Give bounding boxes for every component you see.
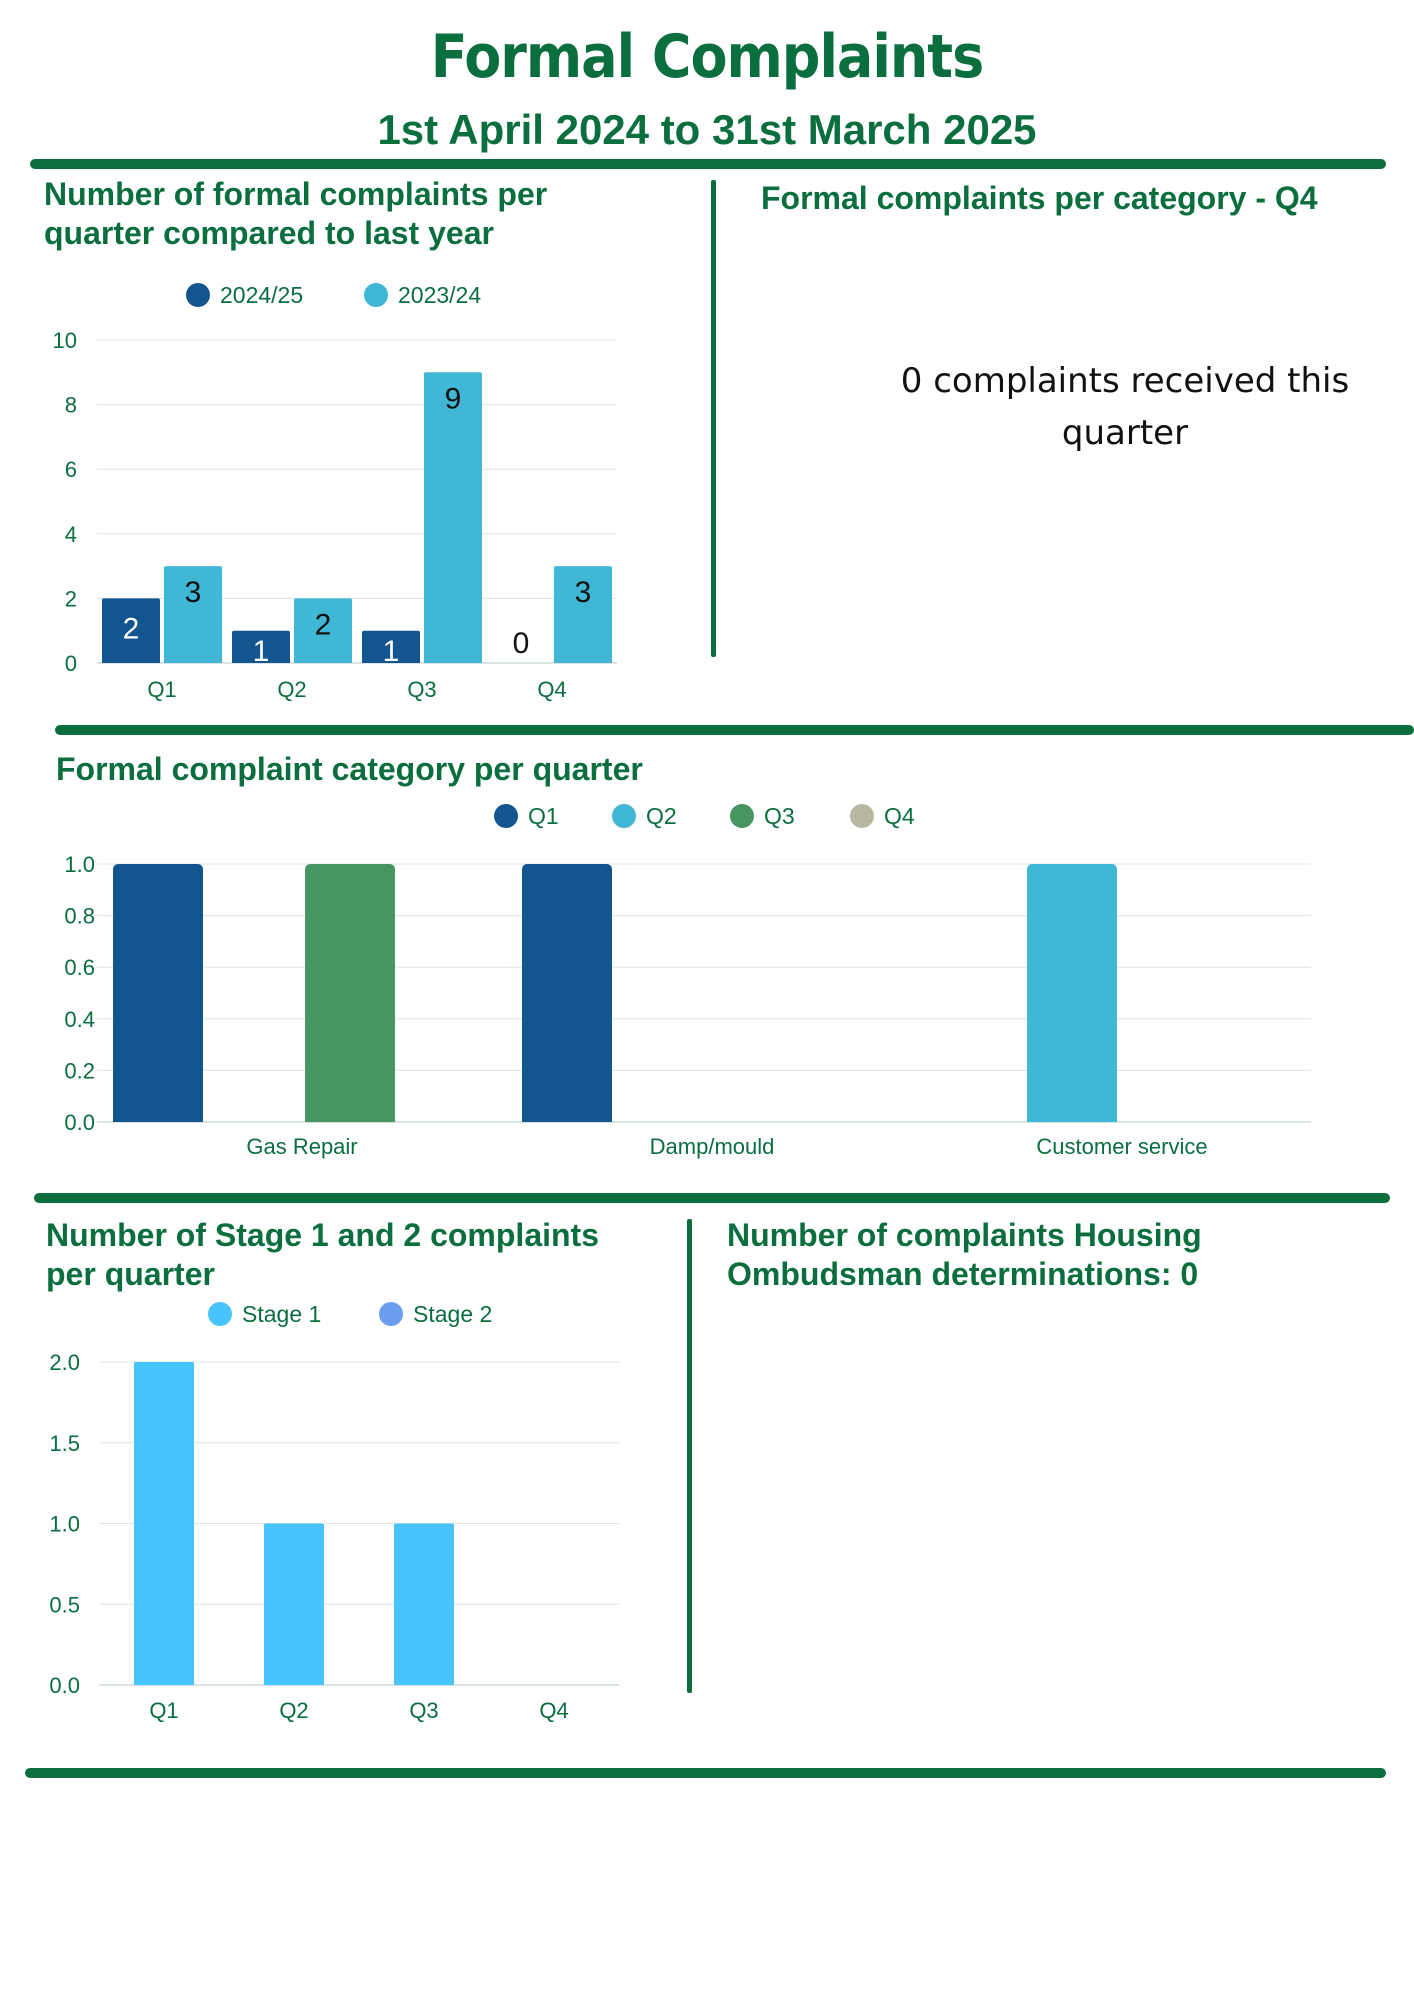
- data-label-q4-2023-24: 3: [575, 576, 592, 609]
- data-label-q3-2024-25: 1: [383, 635, 400, 668]
- category-q4-note-line1: 0 complaints received this: [900, 361, 1350, 401]
- category-q4-note-line2: quarter: [1061, 413, 1189, 453]
- x-tick-label: Q4: [539, 1698, 568, 1723]
- bar-q4-2023-24: [554, 566, 612, 663]
- legend-marker-q3: [730, 804, 754, 828]
- ombudsman-title: Number of complaints Housing Ombudsman d…: [727, 1216, 1202, 1294]
- data-label-q4-2024-25: 0: [513, 627, 530, 660]
- x-tick-label: Q2: [279, 1698, 308, 1723]
- quarterly-comparison-title-line2: quarter compared to last year: [44, 215, 494, 251]
- page-subtitle: 1st April 2024 to 31st March 2025: [377, 106, 1037, 153]
- legend-label-q1: Q1: [528, 803, 559, 829]
- category-q4-note: 0 complaints received this quarter: [860, 355, 1390, 459]
- bar-q3-stage-1: [394, 1523, 454, 1685]
- bar-q1-stage-1: [134, 1362, 194, 1685]
- divider-vertical-top: [711, 180, 716, 657]
- quarterly-comparison-title-line1: Number of formal complaints per: [44, 176, 548, 212]
- data-label-q3-2023-24: 9: [445, 382, 462, 415]
- data-label-q1-2024-25: 2: [123, 612, 140, 645]
- stage-complaints-title: Number of Stage 1 and 2 complaints per q…: [46, 1216, 599, 1294]
- bar-q1-2024-25: [102, 598, 160, 663]
- bar-q3-2024-25: [362, 630, 420, 663]
- divider-lower: [34, 1193, 1390, 1203]
- bar-damp-mould-q1: [522, 864, 612, 1122]
- y-tick-label: 10: [53, 328, 77, 353]
- data-label-q1-2023-24: 3: [185, 576, 202, 609]
- x-tick-label: Q3: [409, 1698, 438, 1723]
- x-tick-label: Gas Repair: [246, 1134, 357, 1159]
- bar-q2-stage-1: [264, 1523, 324, 1685]
- y-tick-label: 2: [65, 586, 77, 611]
- bar-q1-2023-24: [164, 566, 222, 663]
- stage-complaints-title-line2: per quarter: [46, 1256, 215, 1292]
- legend-label-q3: Q3: [764, 803, 795, 829]
- bar-q2-2023-24: [294, 598, 352, 663]
- data-label-q2-2024-25: 1: [253, 635, 270, 668]
- y-tick-label: 2.0: [49, 1350, 80, 1375]
- legend-marker-q1: [494, 804, 518, 828]
- y-tick-label: 0.2: [64, 1058, 95, 1083]
- bar-q3-2023-24: [424, 372, 482, 663]
- x-tick-label: Customer service: [1036, 1134, 1207, 1159]
- legend-marker-2024-25: [186, 283, 210, 307]
- legend-label-2023-24: 2023/24: [398, 282, 481, 308]
- y-tick-label: 0.8: [64, 904, 95, 929]
- ombudsman-title-line1: Number of complaints Housing: [727, 1217, 1202, 1253]
- legend-label-2024-25: 2024/25: [220, 282, 303, 308]
- x-tick-label: Q2: [277, 677, 306, 702]
- stage-complaints-title-line1: Number of Stage 1 and 2 complaints: [46, 1217, 599, 1253]
- y-tick-label: 1.0: [49, 1512, 80, 1537]
- legend-marker-2023-24: [364, 283, 388, 307]
- bar-gas-repair-q1: [113, 864, 203, 1122]
- y-tick-label: 4: [65, 522, 77, 547]
- category-per-quarter-title: Formal complaint category per quarter: [56, 751, 643, 787]
- bar-customer-service-q2: [1027, 864, 1117, 1122]
- y-tick-label: 1.0: [64, 852, 95, 877]
- legend-marker-stage-1: [208, 1302, 232, 1326]
- ombudsman-title-line2: Ombudsman determinations: 0: [727, 1256, 1199, 1292]
- x-tick-label: Q4: [537, 677, 566, 702]
- legend-label-stage-1: Stage 1: [242, 1301, 321, 1327]
- y-tick-label: 0.0: [49, 1673, 80, 1698]
- quarterly-comparison-title: Number of formal complaints per quarter …: [44, 175, 547, 253]
- bar-gas-repair-q3: [305, 864, 395, 1122]
- y-tick-label: 0: [65, 651, 77, 676]
- category-q4-title: Formal complaints per category - Q4: [761, 180, 1318, 216]
- y-tick-label: 0.5: [49, 1592, 80, 1617]
- y-tick-label: 8: [65, 393, 77, 418]
- divider-vertical-bottom: [687, 1219, 692, 1693]
- bar-q2-2024-25: [232, 630, 290, 663]
- legend-label-stage-2: Stage 2: [413, 1301, 492, 1327]
- page-title: Formal Complaints: [430, 22, 984, 92]
- legend-marker-stage-2: [379, 1302, 403, 1326]
- y-tick-label: 1.5: [49, 1431, 80, 1456]
- y-tick-label: 0.6: [64, 955, 95, 980]
- legend-marker-q2: [612, 804, 636, 828]
- y-tick-label: 0.4: [64, 1007, 95, 1032]
- legend-label-q2: Q2: [646, 803, 677, 829]
- divider-top: [30, 159, 1386, 169]
- legend-label-q4: Q4: [884, 803, 915, 829]
- y-tick-label: 6: [65, 457, 77, 482]
- divider-bottom: [25, 1768, 1386, 1778]
- x-tick-label: Damp/mould: [650, 1134, 775, 1159]
- x-tick-label: Q3: [407, 677, 436, 702]
- y-tick-label: 0.0: [64, 1110, 95, 1135]
- x-tick-label: Q1: [149, 1698, 178, 1723]
- data-label-q2-2023-24: 2: [315, 608, 332, 641]
- x-tick-label: Q1: [147, 677, 176, 702]
- divider-middle: [55, 725, 1414, 735]
- legend-marker-q4: [850, 804, 874, 828]
